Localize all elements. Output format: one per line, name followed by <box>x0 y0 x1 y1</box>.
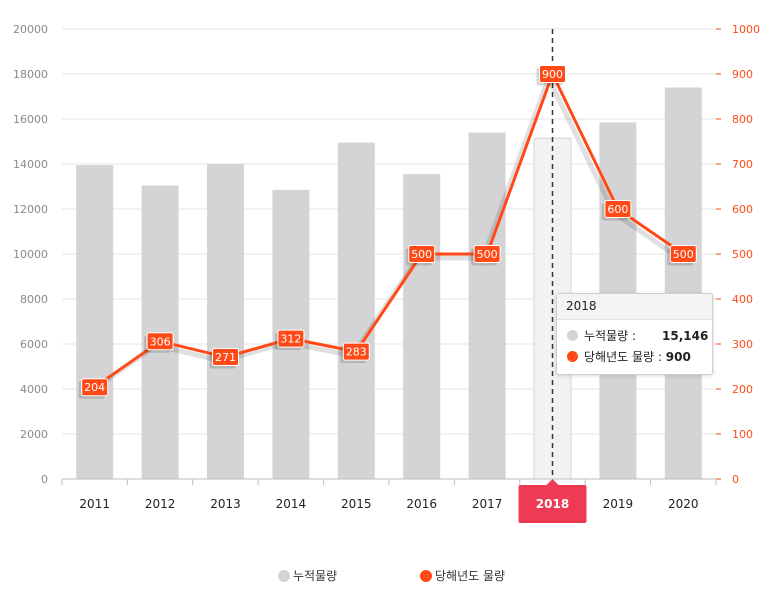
legend-item-annual[interactable]: 당해년도 물량 <box>420 568 505 584</box>
data-label-box <box>604 200 632 218</box>
data-label-box <box>473 245 501 263</box>
bar <box>664 87 702 479</box>
x-axis-tick-label: 2016 <box>406 497 437 511</box>
x-axis-tick-label: 2013 <box>210 497 241 511</box>
x-axis-tick-label: 2020 <box>668 497 699 511</box>
x-axis-tick-label: 2011 <box>79 497 110 511</box>
series-line <box>93 72 685 389</box>
tooltip-value-annual: 900 <box>665 350 691 364</box>
right-axis-tick-label: 0 <box>732 473 739 486</box>
tooltip-row-label: 누적물량 : <box>584 329 637 343</box>
x-axis-tick-label: 2012 <box>145 497 176 511</box>
bar <box>337 142 375 479</box>
data-label-box <box>342 342 370 361</box>
data-label-box <box>669 245 697 263</box>
left-axis-tick-label: 8000 <box>20 293 48 306</box>
right-axis-tick-label: 100 <box>732 428 753 441</box>
orange-dot-icon <box>567 351 578 362</box>
tooltip-value-cumulative: 15,146 <box>662 329 709 343</box>
data-label-text: 204 <box>84 381 105 394</box>
legend-item-cumulative[interactable]: 누적물량 <box>278 568 337 584</box>
data-label-text: 306 <box>150 335 171 348</box>
line-data-label: 500 <box>667 245 697 266</box>
line-data-label: 500 <box>405 245 436 266</box>
bar <box>76 165 114 479</box>
data-label-text: 500 <box>477 248 498 261</box>
orange-dot-icon <box>420 570 432 582</box>
data-label-text: 283 <box>346 346 367 359</box>
left-axis-tick-label: 18000 <box>13 68 48 81</box>
x-axis-tick-label: 2014 <box>276 497 307 511</box>
data-label-box <box>146 332 174 351</box>
line-data-label: 306 <box>144 332 174 353</box>
legend-label: 당해년도 물량 <box>435 569 506 583</box>
data-label-box <box>212 348 239 367</box>
x-axis-tick-label: 2017 <box>472 497 503 511</box>
left-axis-tick-label: 20000 <box>13 23 48 36</box>
line-data-label: 283 <box>340 342 370 364</box>
left-axis-tick-label: 2000 <box>20 428 48 441</box>
left-axis-tick-label: 16000 <box>13 113 48 126</box>
badge-pointer <box>546 479 559 485</box>
badge-box <box>518 485 587 523</box>
tooltip-row-cumulative: 누적물량 : <box>567 328 636 344</box>
right-axis-tick-label: 600 <box>732 203 753 216</box>
line-data-label: 900 <box>536 65 566 86</box>
left-axis-tick-label: 4000 <box>20 383 48 396</box>
left-axis-tick-label: 0 <box>41 473 48 486</box>
tooltip-title: 2018 <box>557 294 712 320</box>
right-axis-tick-label: 200 <box>732 383 753 396</box>
legend-label: 누적물량 <box>293 569 338 583</box>
bar <box>207 164 244 479</box>
right-axis-tick-label: 400 <box>732 293 753 306</box>
tooltip-row-label: 당해년도 물량 : <box>584 350 662 364</box>
data-label-text: 500 <box>411 248 432 261</box>
line-data-label: 600 <box>601 200 632 221</box>
bar <box>403 174 441 479</box>
right-axis-tick-label: 900 <box>732 68 753 81</box>
data-label-text: 900 <box>542 68 563 81</box>
data-label-text: 600 <box>607 203 628 216</box>
left-axis-tick-label: 14000 <box>13 158 48 171</box>
data-label-text: 312 <box>280 333 301 346</box>
bar <box>468 132 506 479</box>
line-data-label: 271 <box>209 348 239 369</box>
data-label-box <box>408 245 436 263</box>
tooltip-row-value: 15,146 <box>662 328 708 344</box>
x-axis-tick-label: 2019 <box>603 497 634 511</box>
tooltip-row-annual: 당해년도 물량 : 900 <box>567 349 691 365</box>
right-axis-tick-label: 300 <box>732 338 753 351</box>
right-axis-tick-label: 800 <box>732 113 753 126</box>
left-axis-tick-label: 6000 <box>20 338 48 351</box>
gray-dot-icon <box>567 330 578 341</box>
data-label-box <box>539 65 566 83</box>
highlighted-category-badge: 2018 <box>518 479 587 523</box>
x-axis-tick-label-highlight: 2018 <box>536 497 569 511</box>
right-axis-tick-label: 1000 <box>732 23 760 36</box>
data-label-box <box>81 378 109 397</box>
x-axis-tick-label: 2015 <box>341 497 372 511</box>
gray-dot-icon <box>278 570 290 582</box>
data-label-text: 271 <box>215 351 236 364</box>
bar <box>141 185 179 479</box>
data-label-text: 500 <box>673 248 694 261</box>
right-axis-tick-label: 500 <box>732 248 753 261</box>
line-data-label: 312 <box>274 329 305 351</box>
tooltip: 2018 누적물량 : 15,146 당해년도 물량 : 900 <box>556 293 713 375</box>
right-axis-tick-label: 700 <box>732 158 753 171</box>
left-axis-tick-label: 12000 <box>13 203 48 216</box>
line-data-label: 500 <box>471 245 501 266</box>
data-label-box <box>277 329 305 348</box>
left-axis-tick-label: 10000 <box>13 248 48 261</box>
line-data-label: 204 <box>78 378 109 399</box>
